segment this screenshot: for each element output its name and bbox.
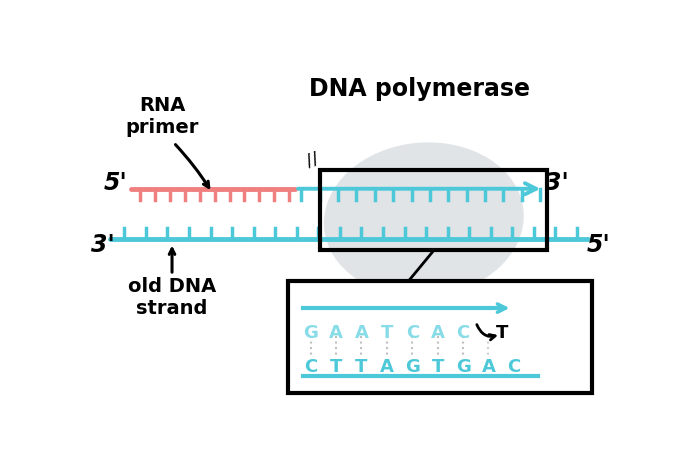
Text: T: T	[355, 358, 367, 376]
Text: C: C	[406, 324, 419, 342]
Text: T: T	[431, 358, 444, 376]
Bar	[288, 281, 592, 393]
Text: G: G	[405, 358, 420, 376]
Text: A: A	[431, 324, 445, 342]
Text: 5': 5'	[587, 233, 611, 257]
Text: T: T	[381, 324, 393, 342]
Text: DNA polymerase: DNA polymerase	[309, 77, 530, 101]
Text: C: C	[457, 324, 470, 342]
Text: T: T	[330, 358, 342, 376]
Text: RNA
primer: RNA primer	[125, 96, 199, 137]
Text: A: A	[329, 324, 343, 342]
Text: 3': 3'	[91, 233, 114, 257]
Text: G: G	[456, 358, 470, 376]
Text: C: C	[507, 358, 521, 376]
Text: G: G	[303, 324, 318, 342]
Bar	[320, 170, 547, 250]
Text: old DNA
strand: old DNA strand	[128, 277, 216, 318]
Text: //: //	[303, 150, 321, 171]
Text: T: T	[496, 324, 509, 342]
Text: A: A	[380, 358, 394, 376]
Ellipse shape	[324, 142, 523, 297]
Text: 3': 3'	[545, 171, 569, 194]
Text: C: C	[304, 358, 317, 376]
Text: A: A	[482, 358, 496, 376]
Text: A: A	[355, 324, 369, 342]
Text: 5': 5'	[104, 171, 128, 194]
